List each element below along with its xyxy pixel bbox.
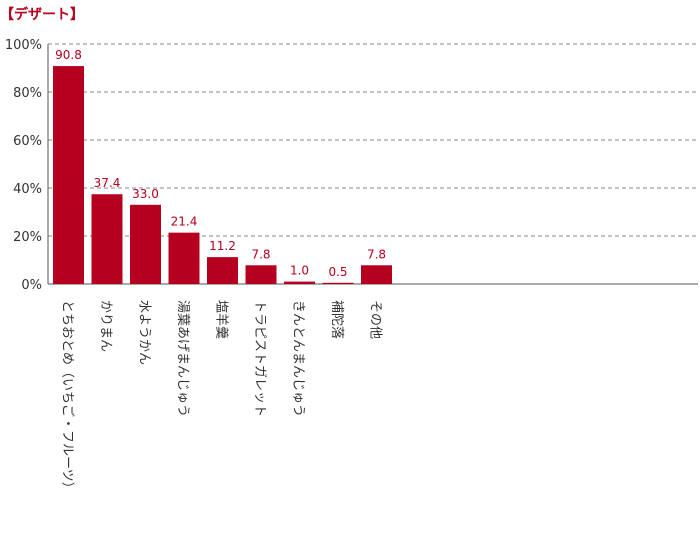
bar bbox=[361, 265, 392, 284]
y-tick-label: 100% bbox=[5, 38, 42, 53]
data-label: 37.4 bbox=[94, 176, 121, 190]
y-tick-label: 20% bbox=[13, 230, 42, 245]
data-label: 7.8 bbox=[367, 247, 386, 261]
bar bbox=[53, 66, 84, 284]
category-label: その他 bbox=[368, 300, 383, 339]
y-tick-label: 0% bbox=[21, 278, 42, 293]
y-tick-label: 40% bbox=[13, 182, 42, 197]
bar bbox=[130, 204, 161, 284]
category-label: きんとんまんじゅう bbox=[291, 300, 306, 417]
chart-title: 【デザート】 bbox=[0, 7, 84, 23]
bar bbox=[284, 281, 315, 284]
bar bbox=[91, 194, 123, 284]
data-label: 90.8 bbox=[55, 48, 82, 62]
bar bbox=[207, 257, 238, 284]
category-label: 湯葉あげまんじゅう bbox=[175, 300, 190, 417]
data-label: 21.4 bbox=[171, 215, 198, 229]
category-label: とちおとめ（いちご・フルーツ） bbox=[60, 300, 76, 495]
data-label: 0.5 bbox=[328, 265, 347, 279]
y-tick-label: 60% bbox=[13, 134, 42, 149]
category-label: 補陀落 bbox=[329, 300, 345, 339]
category-label: かりまん bbox=[98, 300, 113, 352]
category-label: トラピストガレット bbox=[252, 300, 267, 417]
data-label: 7.8 bbox=[251, 247, 270, 261]
bar bbox=[168, 232, 200, 284]
data-label: 1.0 bbox=[290, 264, 309, 278]
data-label: 11.2 bbox=[209, 239, 236, 253]
bar bbox=[322, 282, 354, 284]
y-tick-label: 80% bbox=[13, 86, 42, 101]
category-label: 水ようかん bbox=[137, 300, 152, 365]
bar bbox=[245, 265, 277, 284]
data-label: 33.0 bbox=[132, 187, 159, 201]
category-label: 塩羊羹 bbox=[214, 300, 230, 339]
